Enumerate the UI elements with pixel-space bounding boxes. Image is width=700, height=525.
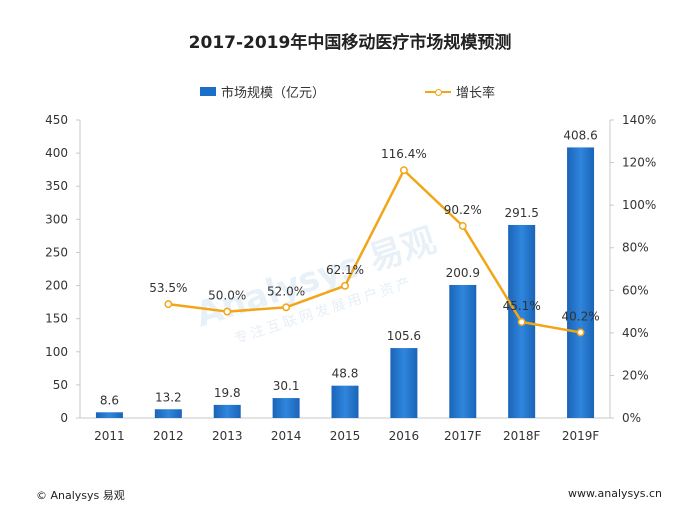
y-left-tick-label: 350: [45, 179, 68, 193]
growth-rate-point: [223, 307, 232, 316]
growth-rate-label: 50.0%: [208, 289, 246, 303]
x-tick-label: 2012: [153, 429, 184, 443]
y-right-tick-label: 40%: [622, 326, 649, 340]
bar-data-label: 13.2: [155, 390, 182, 404]
legend-label-growth-rate: 增长率: [456, 86, 496, 101]
bar-data-label: 30.1: [273, 379, 300, 393]
legend: 市场规模（亿元） 增长率: [200, 80, 560, 102]
y-right-tick-label: 120%: [622, 156, 656, 170]
x-tick-label: 2014: [271, 429, 302, 443]
x-tick-label: 2013: [212, 429, 243, 443]
y-left-tick-label: 50: [53, 378, 68, 392]
legend-swatch-bar: [200, 87, 216, 96]
bar-data-label: 48.8: [332, 367, 359, 381]
y-left-tick-label: 0: [60, 411, 68, 425]
growth-rate-label: 40.2%: [561, 309, 599, 323]
bar-market-size: [95, 412, 123, 418]
y-right-tick-label: 60%: [622, 283, 649, 297]
legend-item-growth-rate: 增长率: [425, 82, 495, 101]
growth-rate-point: [458, 222, 467, 230]
x-tick-label: 2017F: [444, 429, 482, 443]
y-right-tick-label: 80%: [622, 241, 649, 255]
bar-data-label: 19.8: [214, 386, 241, 400]
y-right-tick-label: 0%: [622, 411, 641, 425]
footer-copyright: © Analysys 易观: [36, 489, 125, 502]
growth-rate-point: [576, 328, 585, 337]
y-left-tick-label: 200: [45, 279, 68, 293]
bar-market-size: [272, 398, 300, 418]
bar-data-label: 408.6: [563, 128, 597, 142]
y-right-tick-label: 140%: [622, 113, 656, 127]
growth-rate-label: 116.4%: [381, 147, 427, 161]
growth-rate-point: [341, 281, 349, 290]
y-left-tick-label: 150: [45, 312, 68, 326]
growth-rate-point: [517, 318, 526, 326]
growth-rate-label: 53.5%: [149, 281, 187, 295]
legend-item-market-size: 市场规模（亿元）: [200, 82, 325, 101]
x-tick-label: 2019F: [562, 429, 600, 443]
y-right-tick-label: 20%: [622, 368, 649, 382]
growth-rate-label: 62.1%: [326, 263, 364, 277]
footer-website: www.analysys.cn: [568, 487, 662, 500]
growth-rate-point: [164, 300, 173, 309]
x-tick-label: 2018F: [503, 429, 541, 443]
bar-market-size: [331, 385, 359, 418]
y-left-tick-label: 450: [45, 113, 68, 127]
y-left-tick-label: 250: [45, 245, 68, 259]
bar-data-label: 291.5: [504, 206, 538, 220]
y-left-tick-label: 100: [45, 345, 68, 359]
growth-rate-point: [282, 303, 291, 312]
legend-label-market-size: 市场规模（亿元）: [221, 86, 326, 101]
x-tick-label: 2011: [94, 429, 125, 443]
bar-data-label: 200.9: [446, 266, 480, 280]
growth-rate-label: 45.1%: [503, 299, 541, 313]
growth-rate-point: [399, 166, 408, 175]
x-tick-label: 2015: [330, 429, 361, 443]
bar-data-label: 8.6: [100, 393, 119, 407]
y-left-tick-label: 300: [45, 212, 68, 226]
bar-market-size: [213, 404, 241, 418]
bar-market-size: [449, 284, 477, 418]
legend-swatch-line: [425, 87, 451, 97]
y-left-tick-label: 400: [45, 146, 68, 160]
bar-data-label: 105.6: [387, 329, 421, 343]
y-right-tick-label: 100%: [622, 198, 656, 212]
bar-market-size: [154, 409, 182, 418]
growth-rate-label: 90.2%: [444, 203, 482, 217]
growth-rate-line: [168, 168, 581, 334]
chart-title: 2017-2019年中国移动医疗市场规模预测: [188, 33, 512, 53]
bar-market-size: [390, 348, 418, 418]
growth-rate-label: 52.0%: [267, 284, 305, 298]
bar-market-size: [567, 147, 595, 418]
x-tick-label: 2016: [389, 429, 420, 443]
